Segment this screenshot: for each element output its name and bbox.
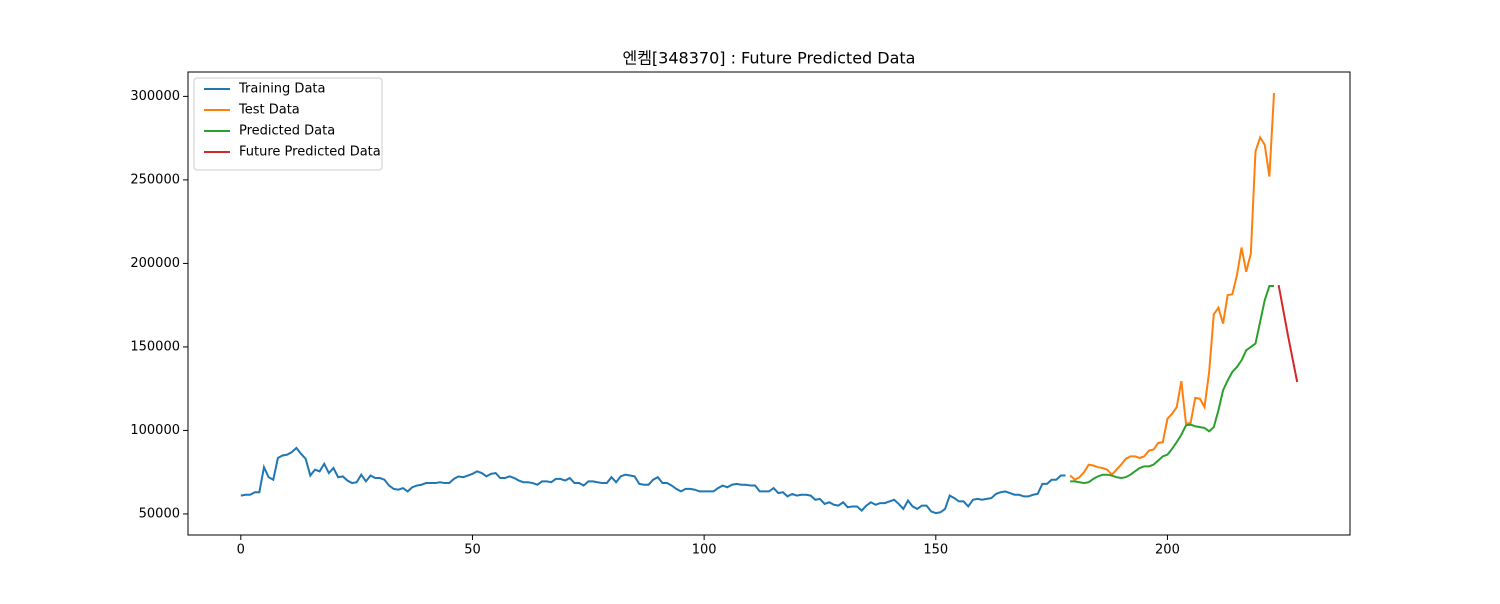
- series-line: [1070, 284, 1275, 485]
- chart-title: 엔켐[348370] : Future Predicted Data: [622, 49, 915, 68]
- x-tick-label: 150: [923, 543, 948, 558]
- legend-label: Training Data: [238, 82, 325, 97]
- legend-box: [193, 77, 383, 171]
- series-line: [1277, 284, 1299, 383]
- y-tick-label: 200000: [130, 256, 180, 271]
- x-tick-label: 100: [692, 543, 717, 558]
- x-tick-label: 50: [464, 543, 481, 558]
- plot-frame: [187, 71, 1351, 536]
- legend-label: Predicted Data: [239, 124, 335, 139]
- y-tick-label: 50000: [139, 506, 180, 521]
- y-tick-label: 100000: [130, 423, 180, 438]
- legend-label: Test Data: [238, 103, 300, 118]
- y-tick-label: 300000: [130, 89, 180, 104]
- x-tick-label: 0: [237, 543, 245, 558]
- legend-label: Future Predicted Data: [239, 145, 381, 160]
- x-tick-label: 200: [1155, 543, 1180, 558]
- series-line: [240, 446, 1066, 515]
- series-line: [1069, 92, 1276, 481]
- y-tick-label: 250000: [130, 172, 180, 187]
- y-tick-label: 150000: [130, 339, 180, 354]
